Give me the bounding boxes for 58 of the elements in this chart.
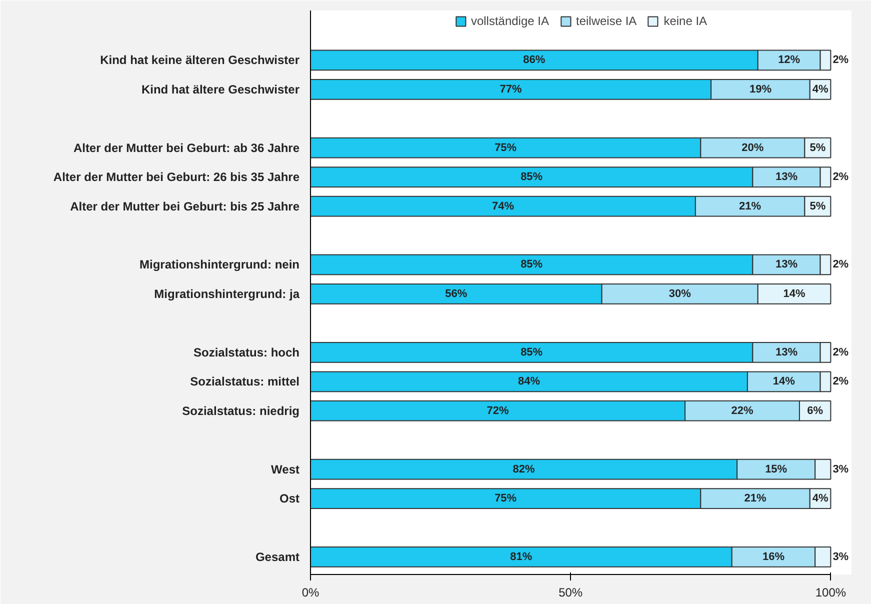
data-label: 13% xyxy=(775,258,798,271)
data-label: 12% xyxy=(778,54,800,66)
data-label: 2% xyxy=(832,376,849,388)
y-tick-label: Ost xyxy=(279,492,300,506)
data-label: 84% xyxy=(518,376,540,388)
data-label: 21% xyxy=(739,200,762,212)
data-label: 5% xyxy=(810,200,826,212)
y-tick-label: Kind hat keine älteren Geschwister xyxy=(100,53,300,68)
y-tick-label: Alter der Mutter bei Geburt: bis 25 Jahre xyxy=(70,199,300,214)
data-label: 15% xyxy=(765,463,788,476)
data-label: 22% xyxy=(731,404,754,417)
legend-label: vollständige IA xyxy=(470,14,549,28)
x-tick-label: 50% xyxy=(558,586,583,600)
data-label: 85% xyxy=(520,258,543,271)
y-tick-label: Gesamt xyxy=(255,550,300,564)
y-tick-label: Alter der Mutter bei Geburt: ab 36 Jahre xyxy=(73,140,300,155)
data-label: 86% xyxy=(523,54,546,66)
y-tick-label: West xyxy=(271,462,300,476)
y-tick-label: Kind hat ältere Geschwister xyxy=(141,82,300,96)
y-tick-label: Alter der Mutter bei Geburt: 26 bis 35 Jahre xyxy=(53,170,300,184)
data-label: 77% xyxy=(500,83,522,96)
y-tick-label: Migrationshintergrund: ja xyxy=(154,286,300,301)
data-label: 82% xyxy=(512,463,536,476)
data-label: 14% xyxy=(772,376,796,388)
data-label: 85% xyxy=(520,346,543,358)
y-tick-label: Migrationshintergrund: nein xyxy=(140,258,300,272)
y-tick-label: Sozialstatus: hoch xyxy=(193,345,300,360)
data-label: 20% xyxy=(742,142,764,154)
data-label: 30% xyxy=(668,288,692,300)
data-label: 4% xyxy=(812,492,828,505)
legend-label: teilweise IA xyxy=(576,14,637,28)
data-label: 2% xyxy=(832,171,849,184)
x-tick-label: 100% xyxy=(815,586,846,600)
data-label: 74% xyxy=(492,200,514,212)
data-label: 16% xyxy=(762,550,785,563)
y-tick-label: Sozialstatus: mittel xyxy=(190,374,300,389)
data-label: 75% xyxy=(494,492,517,505)
data-label: 13% xyxy=(775,171,798,184)
data-label: 2% xyxy=(832,54,849,66)
legend-label: keine IA xyxy=(664,14,708,28)
data-label: 4% xyxy=(812,83,828,96)
data-label: 19% xyxy=(749,83,772,96)
y-tick-label: Sozialstatus: niedrig xyxy=(182,404,300,418)
data-label: 75% xyxy=(494,142,517,154)
data-label: 6% xyxy=(807,404,824,417)
data-label: 13% xyxy=(775,346,798,358)
data-label: 21% xyxy=(744,492,766,505)
data-label: 56% xyxy=(445,288,468,300)
data-label: 81% xyxy=(510,550,532,563)
data-label: 5% xyxy=(810,142,826,154)
data-label: 85% xyxy=(520,171,543,184)
data-label: 2% xyxy=(832,346,849,358)
data-label: 14% xyxy=(783,288,806,300)
data-label: 2% xyxy=(832,258,849,271)
data-label: 3% xyxy=(832,550,849,563)
data-label: 72% xyxy=(486,404,509,417)
data-label: 3% xyxy=(832,463,849,476)
x-tick-label: 0% xyxy=(302,586,320,600)
